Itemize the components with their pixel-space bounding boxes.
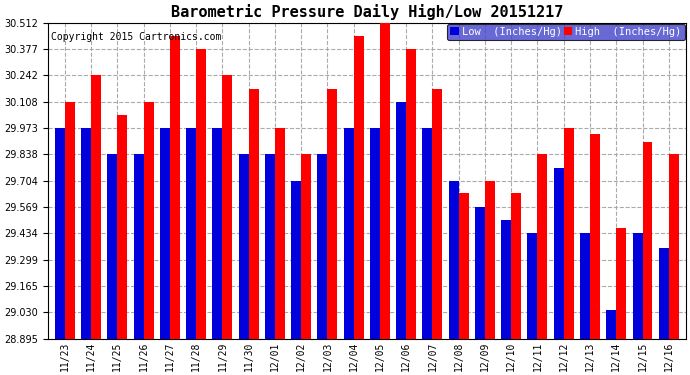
Bar [590,135,600,339]
Bar [134,154,144,339]
Bar [580,233,590,339]
Bar [607,310,616,339]
Bar [422,128,433,339]
Bar [406,49,416,339]
Bar [380,23,390,339]
Bar [564,128,573,339]
Bar [459,193,469,339]
Bar [659,248,669,339]
Bar [265,154,275,339]
Bar [213,128,222,339]
Bar [222,75,233,339]
Bar [291,181,301,339]
Bar [81,128,91,339]
Text: Copyright 2015 Cartronics.com: Copyright 2015 Cartronics.com [51,32,221,42]
Bar [354,36,364,339]
Bar [317,154,328,339]
Bar [538,154,547,339]
Bar [186,128,196,339]
Bar [239,154,248,339]
Bar [448,181,459,339]
Bar [527,233,538,339]
Bar [511,194,521,339]
Bar [501,220,511,339]
Bar [91,75,101,339]
Legend: Low  (Inches/Hg), High  (Inches/Hg): Low (Inches/Hg), High (Inches/Hg) [447,24,684,40]
Bar [196,49,206,339]
Title: Barometric Pressure Daily High/Low 20151217: Barometric Pressure Daily High/Low 20151… [170,4,563,20]
Bar [669,154,679,339]
Bar [396,102,406,339]
Bar [301,154,311,339]
Bar [344,128,354,339]
Bar [554,168,564,339]
Bar [633,233,642,339]
Bar [485,181,495,339]
Bar [108,154,117,339]
Bar [370,128,380,339]
Bar [55,128,65,339]
Bar [160,128,170,339]
Bar [475,207,485,339]
Bar [248,88,259,339]
Bar [144,102,154,339]
Bar [433,88,442,339]
Bar [642,142,653,339]
Bar [275,128,285,339]
Bar [616,228,627,339]
Bar [65,102,75,339]
Bar [328,88,337,339]
Bar [170,36,180,339]
Bar [117,115,128,339]
